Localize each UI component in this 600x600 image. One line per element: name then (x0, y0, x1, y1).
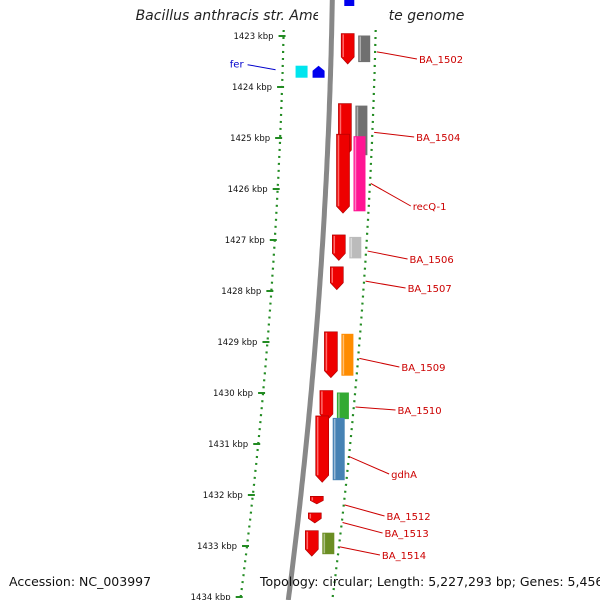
label-leader (374, 131, 415, 138)
feature-label: fer (230, 60, 245, 71)
feature-leader (247, 64, 276, 71)
accession-text: Accession: NC_003997 (9, 574, 152, 589)
cog-track (322, 35, 371, 555)
backbone-line (285, 0, 335, 600)
kbp-ruler: 1423 kbp 1424 kbp 1425 kbp 1426 kbp 1427 kbp… (191, 32, 286, 600)
cog-block (341, 333, 354, 376)
label-leader (365, 280, 406, 289)
gene-arrow (340, 33, 355, 65)
ruler-tick-label: 1431 kbp (208, 440, 248, 450)
gene-label: BA_1512 (387, 512, 431, 523)
ruler-tick-label: 1427 kbp (225, 236, 265, 246)
label-leader (355, 406, 396, 411)
label-leader (344, 504, 385, 517)
outer-dot-guide (331, 29, 377, 600)
label-leader (348, 456, 390, 475)
gene-arrow (329, 266, 344, 291)
ruler-tick-label: 1423 kbp (233, 32, 273, 42)
gene-label: recQ-1 (413, 202, 447, 213)
gene-track (304, 33, 355, 557)
cog-block (358, 35, 371, 63)
label-leader (342, 521, 383, 534)
gene-label: BA_1502 (419, 55, 463, 66)
feature-block (295, 65, 308, 78)
gene-arrow (307, 512, 322, 524)
ruler-tick-label: 1424 kbp (232, 83, 272, 93)
genome-summary-text: Topology: circular; Length: 5,227,293 bp… (260, 574, 600, 589)
gene-arrow (309, 495, 324, 505)
ruler-tick-label: 1425 kbp (230, 134, 270, 144)
ruler-tick-label: 1429 kbp (217, 338, 257, 348)
label-leader (370, 182, 412, 207)
gene-label: BA_1513 (385, 529, 429, 540)
gene-arrow (336, 133, 350, 214)
gene-label: BA_1506 (410, 255, 454, 266)
feature-arrow (312, 65, 325, 78)
gene-label: BA_1510 (398, 406, 442, 417)
top-feature-mark (344, 0, 355, 6)
label-leader (359, 357, 400, 368)
gene-label: BA_1504 (416, 133, 460, 144)
gene-arrow (331, 234, 346, 261)
ruler-tick-label: 1434 kbp (191, 593, 231, 600)
gene-label: BA_1507 (408, 284, 452, 295)
label-leader (339, 546, 381, 556)
cog-block (322, 532, 335, 555)
gene-arrow (324, 331, 338, 379)
gene-label: BA_1509 (401, 363, 445, 374)
track-dot-guides (239, 29, 377, 600)
gene-label: gdhA (391, 470, 417, 481)
label-leader (367, 250, 408, 260)
feature-track: fer (230, 60, 325, 78)
ruler-tick-label: 1428 kbp (221, 287, 261, 297)
cog-block (353, 136, 366, 212)
gene-arrow (315, 415, 330, 483)
ruler-tick-label: 1433 kbp (197, 542, 237, 552)
gene-arrow (319, 390, 334, 422)
gene-label: BA_1514 (382, 551, 426, 562)
cog-block (336, 392, 349, 420)
label-leader (376, 51, 418, 60)
cog-block (332, 417, 345, 481)
ruler-tick-label: 1430 kbp (213, 389, 253, 399)
backbone-ring (285, 0, 355, 600)
gene-labels: BA_1502 BA_1504 recQ-1 BA_1506 BA_1507 BA_150… (339, 51, 463, 562)
cog-block (349, 236, 362, 259)
ruler-tick-label: 1426 kbp (228, 185, 268, 195)
ruler-tick-label: 1432 kbp (203, 491, 243, 501)
inner-dot-guide (239, 29, 285, 600)
gene-arrow (304, 530, 319, 557)
